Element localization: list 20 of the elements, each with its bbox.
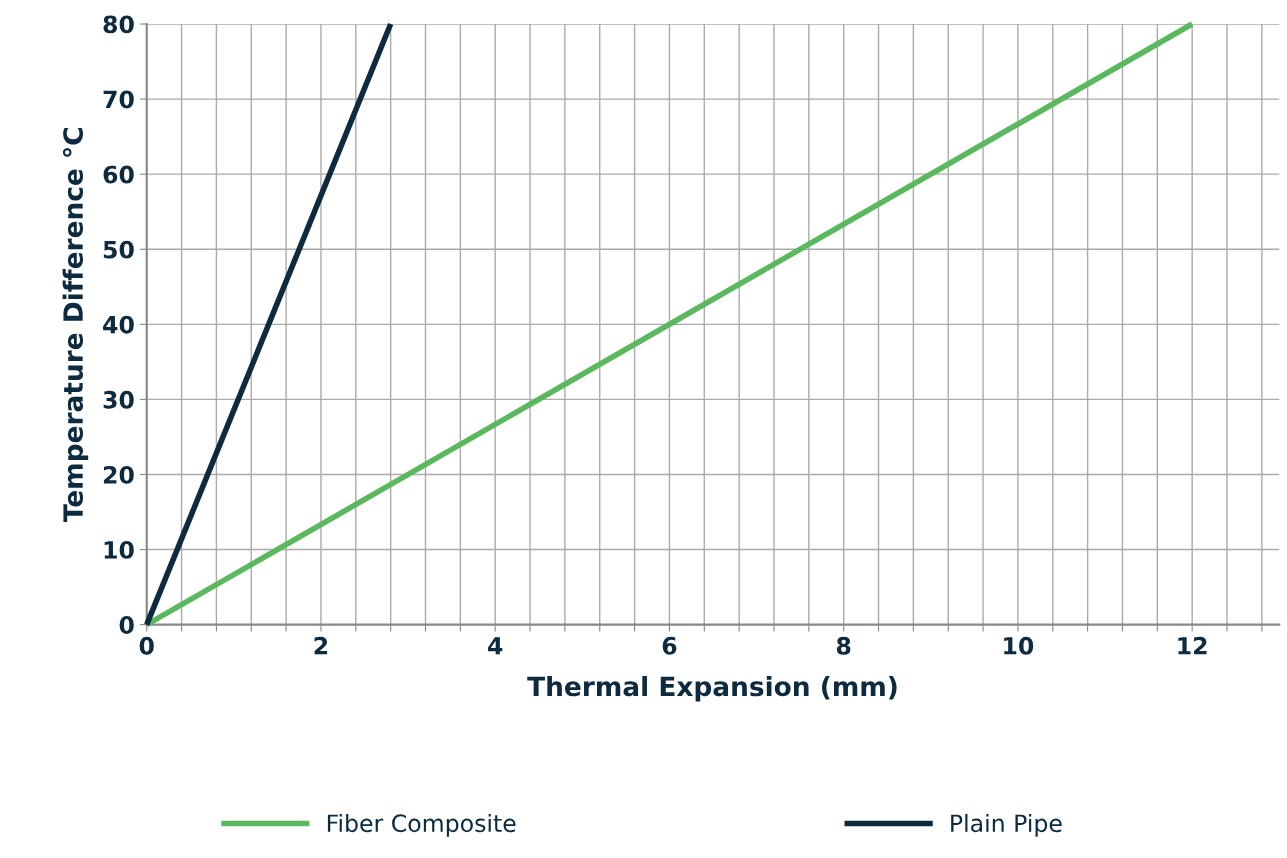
y-tick-label: 20 [103, 465, 134, 484]
legend-label: Plain Pipe [951, 813, 1062, 837]
x-tick-label: 6 [662, 636, 677, 655]
x-tick-label: 4 [488, 637, 503, 655]
y-tick-label: 0 [119, 616, 134, 634]
x-tick-label: 0 [139, 636, 154, 655]
y-tick-label: 50 [103, 240, 134, 259]
x-tick-label: 8 [836, 636, 851, 655]
y-tick-label: 40 [103, 315, 134, 334]
y-axis-title: Temperature Difference °C [62, 128, 89, 523]
y-tick-label: 60 [103, 165, 134, 184]
legend-label: Fiber Composite [327, 813, 516, 837]
x-tick-label: 10 [1004, 636, 1034, 655]
y-tick-label: 70 [103, 90, 134, 109]
x-tick-label: 2 [314, 636, 328, 655]
y-tick-label: 80 [103, 15, 134, 34]
x-axis-title: Thermal Expansion (mm) [527, 675, 897, 702]
x-tick-label: 12 [1178, 636, 1207, 655]
y-tick-label: 10 [104, 541, 134, 559]
y-tick-label: 30 [103, 390, 134, 409]
